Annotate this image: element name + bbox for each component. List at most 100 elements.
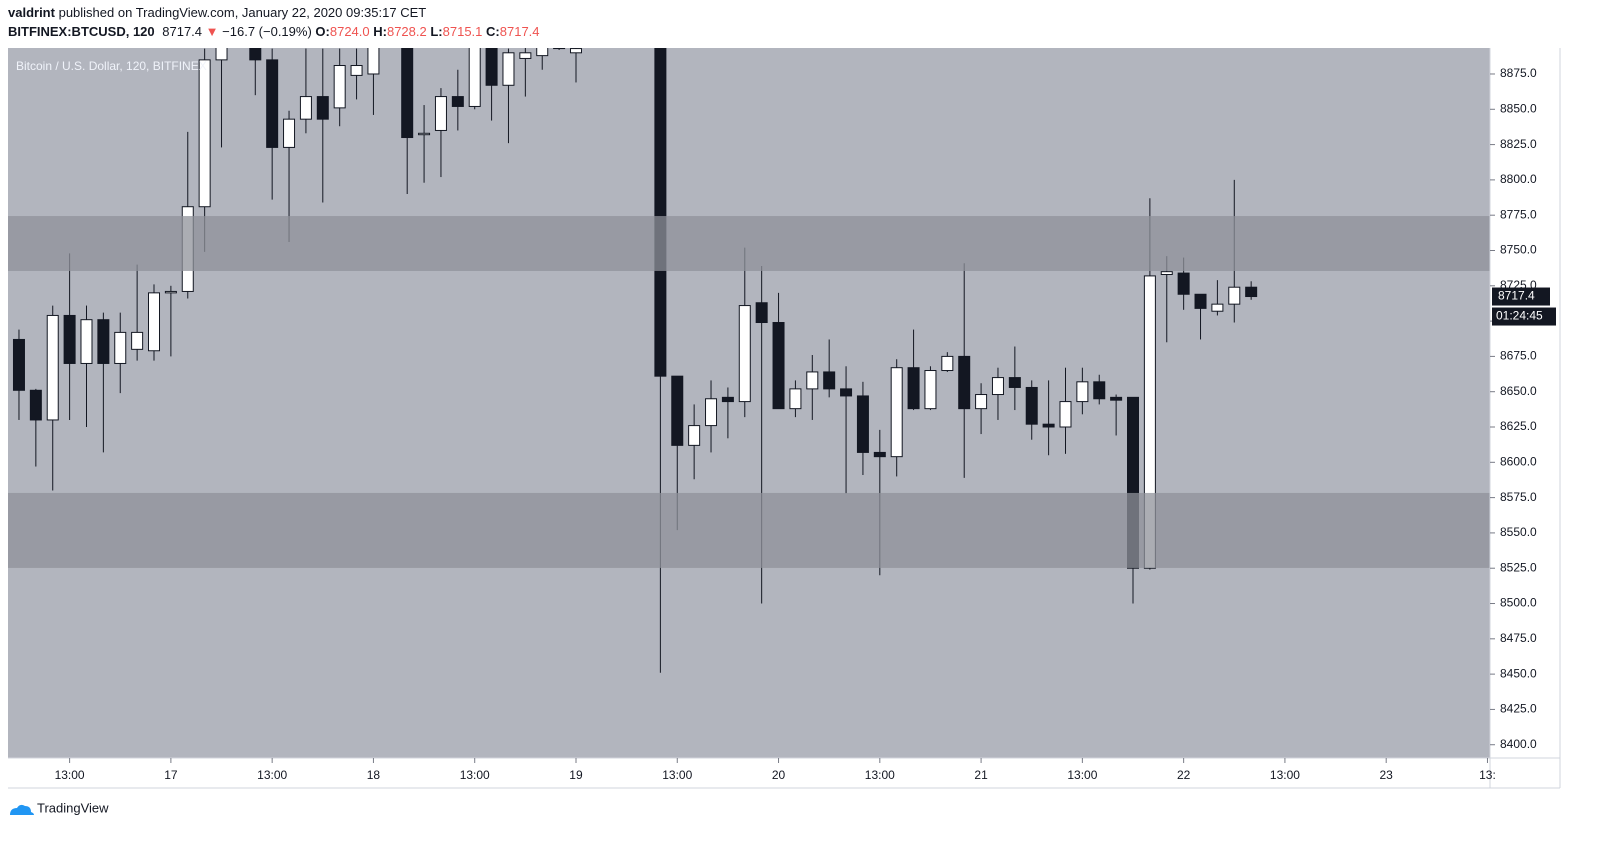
candle-body bbox=[80, 319, 93, 364]
candle-body bbox=[1008, 377, 1021, 388]
candle-body bbox=[569, 48, 582, 54]
axes: 8400.0 8425.0 8450.0 8475.0 8500.0 8525.0 8550… bbox=[55, 66, 1556, 782]
symbol: BITFINEX:BTCUSD, 120 bbox=[8, 24, 155, 39]
x-tick-label: 20 bbox=[772, 768, 786, 782]
y-tick-label: 8500.0 bbox=[1500, 596, 1537, 610]
candle-body bbox=[1110, 396, 1123, 401]
candle-body bbox=[789, 388, 802, 410]
candle-body bbox=[131, 331, 144, 350]
ohlc-label: O: bbox=[315, 24, 329, 39]
plot-background bbox=[8, 48, 1490, 758]
publisher: valdrint bbox=[8, 5, 56, 20]
candle-body bbox=[299, 96, 312, 120]
candle-body bbox=[350, 65, 363, 76]
candle-body bbox=[418, 132, 431, 136]
candle-body bbox=[1194, 293, 1207, 309]
x-tick-label: 13:00 bbox=[662, 768, 692, 782]
candle-body bbox=[1177, 272, 1190, 295]
candle-body bbox=[688, 425, 701, 446]
y-tick-label: 8650.0 bbox=[1500, 384, 1537, 398]
y-tick-label: 8625.0 bbox=[1500, 419, 1537, 433]
candle-body bbox=[1160, 271, 1173, 275]
logo bbox=[10, 804, 34, 815]
last-price-box bbox=[1492, 287, 1550, 306]
candle-body bbox=[924, 370, 937, 410]
candle-body bbox=[451, 96, 464, 107]
x-tick-label: 13:00 bbox=[1270, 768, 1300, 782]
candle-body bbox=[654, 48, 667, 377]
candle-body bbox=[975, 394, 988, 410]
candle-body bbox=[840, 388, 853, 397]
candle-body bbox=[114, 331, 127, 364]
y-tick-label: 8675.0 bbox=[1500, 349, 1537, 363]
candle-body bbox=[249, 48, 262, 61]
candle-body bbox=[671, 375, 684, 446]
x-tick-label: 18 bbox=[367, 768, 381, 782]
y-tick-label: 8875.0 bbox=[1500, 66, 1537, 80]
zone bbox=[8, 216, 1490, 271]
candle-body bbox=[215, 48, 228, 61]
y-tick-label: 8400.0 bbox=[1500, 737, 1537, 751]
y-tick-label: 8525.0 bbox=[1500, 560, 1537, 574]
ohlc-label: H: bbox=[373, 24, 387, 39]
y-tick-label: 8850.0 bbox=[1500, 101, 1537, 115]
x-tick-label: 21 bbox=[974, 768, 988, 782]
candle-body bbox=[333, 65, 346, 109]
candle-body bbox=[401, 48, 414, 139]
x-tick-label: 13:00 bbox=[257, 768, 287, 782]
candle-body bbox=[1143, 275, 1156, 569]
candle-body bbox=[29, 389, 42, 421]
candle-body bbox=[97, 319, 110, 364]
candle-body bbox=[148, 292, 161, 352]
candle-body bbox=[1025, 386, 1038, 425]
candle-body bbox=[772, 322, 785, 410]
ohlc-value: 8717.4 bbox=[500, 24, 540, 39]
brand: TradingView bbox=[37, 800, 109, 815]
x-tick-label: 13: bbox=[1479, 768, 1496, 782]
x-tick-label: 22 bbox=[1177, 768, 1191, 782]
candle-body bbox=[806, 371, 819, 390]
chart-title: Bitcoin / U.S. Dollar, 120, BITFINEX bbox=[16, 59, 207, 73]
y-tick-label: 8600.0 bbox=[1500, 454, 1537, 468]
candle-body bbox=[519, 52, 532, 59]
x-tick-label: 23 bbox=[1380, 768, 1394, 782]
ohlc-value: 8724.0 bbox=[330, 24, 370, 39]
plot bbox=[8, 48, 1490, 673]
x-tick-label: 17 bbox=[164, 768, 178, 782]
candle-body bbox=[721, 396, 734, 403]
candle-body bbox=[856, 395, 869, 453]
x-tick-label: 13:00 bbox=[1067, 768, 1097, 782]
candle-body bbox=[1127, 396, 1140, 569]
published-text: published on TradingView.com, January 22… bbox=[59, 5, 427, 20]
x-tick-label: 13:00 bbox=[55, 768, 85, 782]
last-price: 8717.4 bbox=[162, 24, 202, 39]
y-tick-label: 8775.0 bbox=[1500, 207, 1537, 221]
y-tick-label: 8550.0 bbox=[1500, 525, 1537, 539]
ohlc-label: L: bbox=[430, 24, 442, 39]
zone bbox=[8, 492, 1490, 568]
candle-body bbox=[1059, 401, 1072, 428]
y-tick-label: 8450.0 bbox=[1500, 666, 1537, 680]
y-tick-label: 8475.0 bbox=[1500, 631, 1537, 645]
candle-body bbox=[1093, 381, 1106, 400]
candle-body bbox=[991, 377, 1004, 396]
candle-body bbox=[266, 59, 279, 148]
candle-body bbox=[1211, 303, 1224, 312]
candle-body bbox=[198, 59, 211, 208]
header-line2: BITFINEX:BTCUSD, 120 8717.4 ▼ −16.7 (−0.… bbox=[8, 24, 540, 39]
x-tick-label: 19 bbox=[569, 768, 583, 782]
candle-body bbox=[12, 338, 25, 391]
candle-body bbox=[367, 48, 380, 75]
y-tick-label: 8825.0 bbox=[1500, 137, 1537, 151]
ohlc-label: C: bbox=[486, 24, 500, 39]
candle-body bbox=[738, 305, 751, 403]
change-arrow: ▼ bbox=[206, 24, 219, 39]
candle-body bbox=[553, 48, 566, 50]
candle-body bbox=[1245, 286, 1258, 298]
y-tick-label: 8575.0 bbox=[1500, 490, 1537, 504]
ohlc-value: 8728.2 bbox=[387, 24, 427, 39]
header-line1: valdrint published on TradingView.com, J… bbox=[8, 5, 426, 20]
candle-body bbox=[164, 290, 177, 294]
candle-body bbox=[468, 48, 481, 107]
